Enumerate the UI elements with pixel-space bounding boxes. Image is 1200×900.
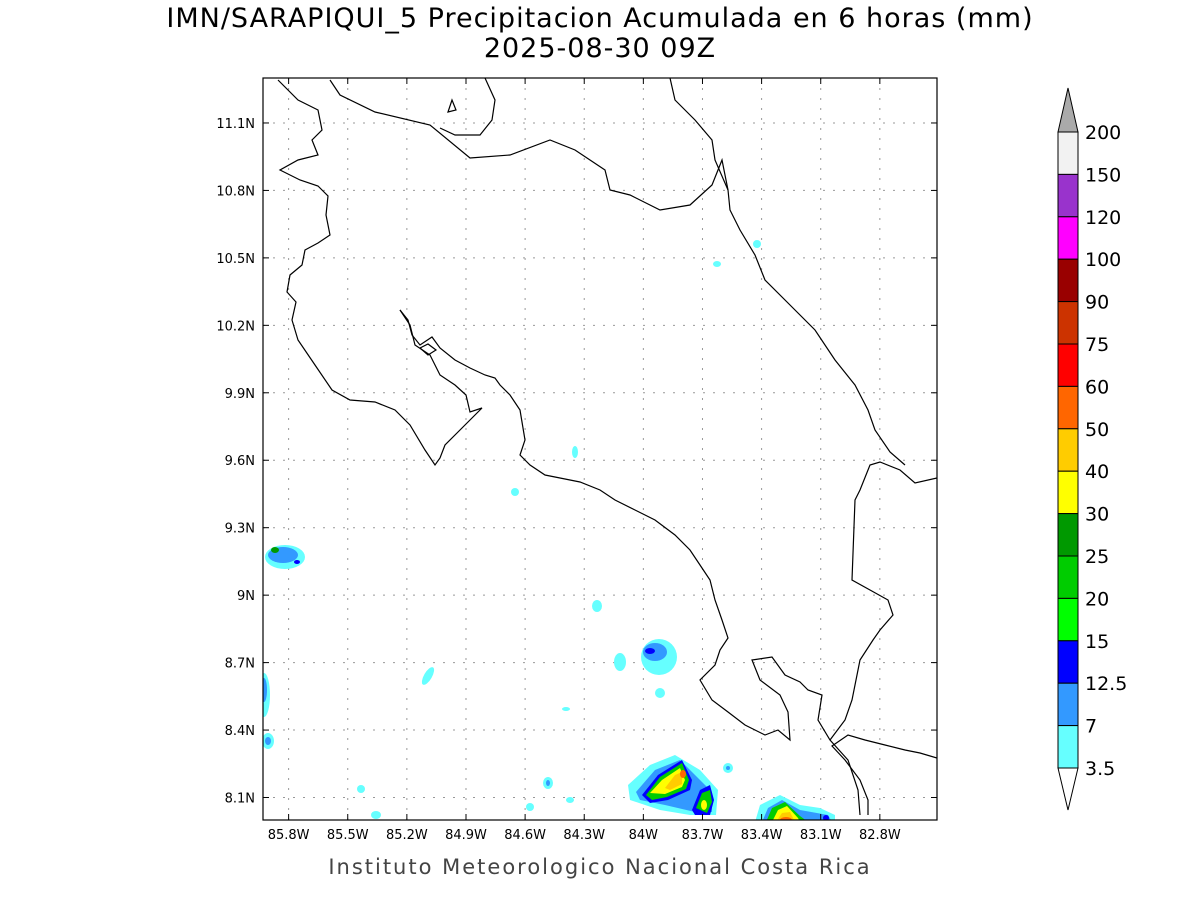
- colorbar-under-triangle: [1057, 767, 1079, 811]
- lon-tick-label: 84.3W: [563, 828, 605, 843]
- lat-tick-label: 8.7N: [225, 657, 255, 672]
- map-title: IMN/SARAPIQUI_5 Precipitacion Acumulada …: [166, 3, 1034, 34]
- colorbar-label: 75: [1085, 334, 1109, 356]
- colorbar-box: [1057, 597, 1079, 642]
- colorbar-label: 100: [1085, 249, 1121, 271]
- lat-tick-label: 10.8N: [216, 184, 255, 199]
- lon-tick-label: 84.6W: [504, 828, 546, 843]
- colorbar-box: [1057, 640, 1079, 684]
- colorbar-box: [1057, 725, 1079, 769]
- lat-tick-label: 10.2N: [216, 319, 255, 334]
- colorbar: 200 150 120 100 90 75 60 50 40 30 25 20 15 12.5 7 3.5: [1057, 87, 1127, 811]
- lat-tick-label: 9.3N: [225, 522, 255, 537]
- colorbar-label: 50: [1085, 419, 1109, 441]
- colorbar-box: [1057, 428, 1079, 472]
- colorbar-box: [1057, 173, 1079, 218]
- colorbar-label: 20: [1085, 588, 1109, 610]
- lat-tick-label: 11.1N: [216, 117, 255, 132]
- lon-tick-label: 83.7W: [682, 828, 724, 843]
- precip-fields: [263, 240, 835, 820]
- map-frame: [262, 77, 938, 821]
- colorbar-label: 7: [1085, 716, 1097, 738]
- lat-tick-label: 9N: [237, 589, 255, 604]
- footer-credit: Instituto Meteorologico Nacional Costa R…: [328, 855, 872, 879]
- colorbar-box: [1057, 216, 1079, 260]
- colorbar-label: 40: [1085, 461, 1109, 483]
- map-subtitle: 2025-08-30 09Z: [483, 33, 717, 64]
- lon-tick-label: 85.8W: [268, 828, 310, 843]
- colorbar-label: 60: [1085, 376, 1109, 398]
- colorbar-box: [1057, 385, 1079, 430]
- coastlines: [277, 78, 937, 816]
- colorbar-box: [1057, 258, 1079, 303]
- colorbar-box: [1057, 301, 1079, 345]
- lon-tick-label: 84W: [629, 828, 659, 843]
- colorbar-label: 150: [1085, 164, 1121, 186]
- lon-tick-label: 85.2W: [386, 828, 428, 843]
- colorbar-box: [1057, 131, 1079, 175]
- lat-tick-label: 8.4N: [225, 724, 255, 739]
- lat-tick-label: 10.5N: [216, 252, 255, 267]
- colorbar-box: [1057, 343, 1079, 387]
- colorbar-label: 30: [1085, 504, 1109, 526]
- colorbar-box: [1057, 470, 1079, 515]
- lat-tick-label: 8.1N: [225, 792, 255, 807]
- colorbar-label: 25: [1085, 546, 1109, 568]
- colorbar-label: 90: [1085, 292, 1109, 314]
- lat-tick-label: 9.9N: [225, 387, 255, 402]
- colorbar-label: 3.5: [1085, 758, 1115, 780]
- lon-tick-label: 83.4W: [741, 828, 783, 843]
- colorbar-box: [1057, 555, 1079, 599]
- lon-tick-label: 83.1W: [800, 828, 842, 843]
- lon-tick-label: 82.8W: [859, 828, 901, 843]
- colorbar-label: 12.5: [1085, 673, 1127, 695]
- lat-tick-label: 9.6N: [225, 454, 255, 469]
- colorbar-label: 200: [1085, 122, 1121, 144]
- colorbar-box: [1057, 682, 1079, 727]
- lon-tick-label: 84.9W: [445, 828, 487, 843]
- lon-tick-label: 85.5W: [327, 828, 369, 843]
- colorbar-label: 120: [1085, 207, 1121, 229]
- grid-lines: [263, 78, 937, 820]
- colorbar-over-triangle: [1057, 87, 1079, 133]
- colorbar-box: [1057, 513, 1079, 557]
- colorbar-label: 15: [1085, 631, 1109, 653]
